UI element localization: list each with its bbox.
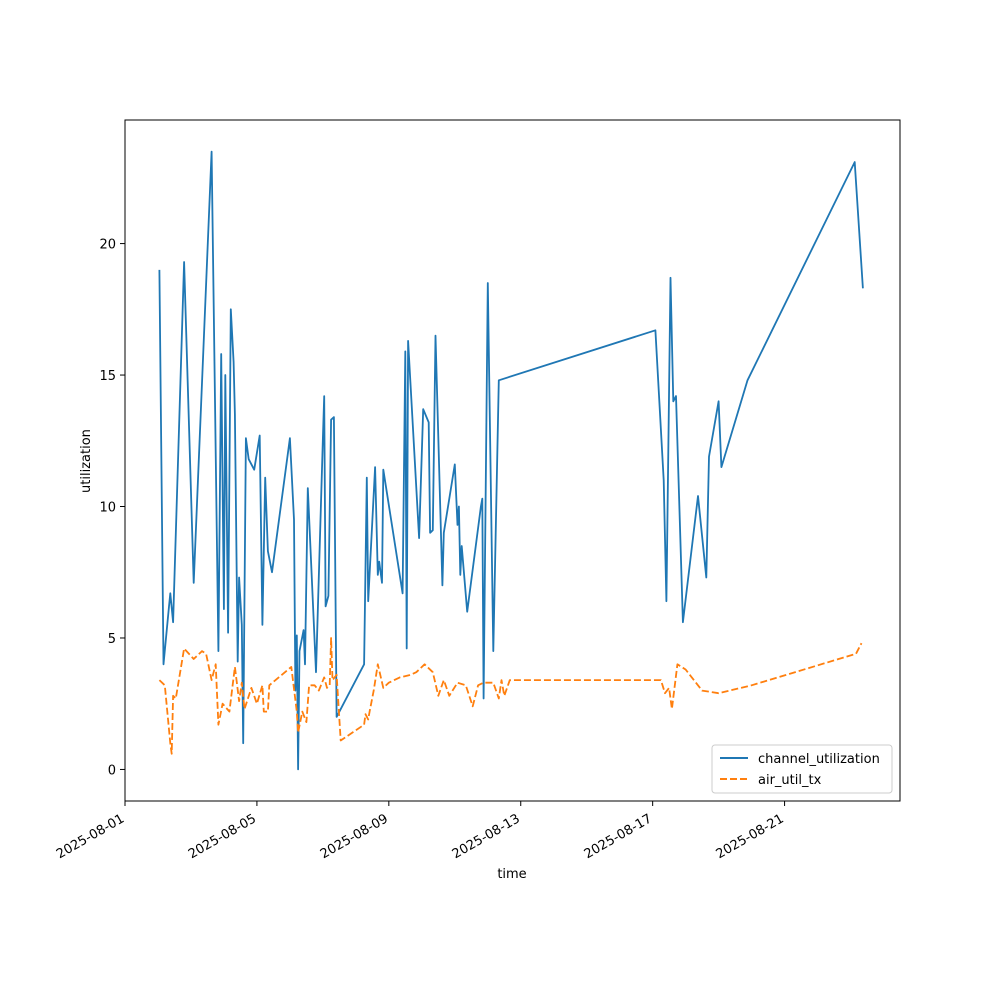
y-axis: 0 5 10 15 20 [99,238,125,778]
series-line-channel-utilization [158,150,864,771]
x-axis-label: time [497,867,526,882]
y-tick-label: 5 [108,632,116,647]
y-tick-label: 15 [99,369,116,384]
plot-frame [124,119,901,802]
series-line-air-util-tx [158,637,863,755]
y-tick-label: 0 [108,763,116,778]
y-tick-label: 10 [99,501,116,516]
legend-label-air-util-tx: air_util_tx [758,773,822,788]
y-tick-label: 20 [99,238,116,253]
legend: channel_utilization air_util_tx [711,744,893,794]
y-axis-label: utilization [79,429,94,493]
legend-box [711,744,893,794]
series-layer [158,150,864,771]
legend-label-channel-utilization: channel_utilization [758,752,880,767]
